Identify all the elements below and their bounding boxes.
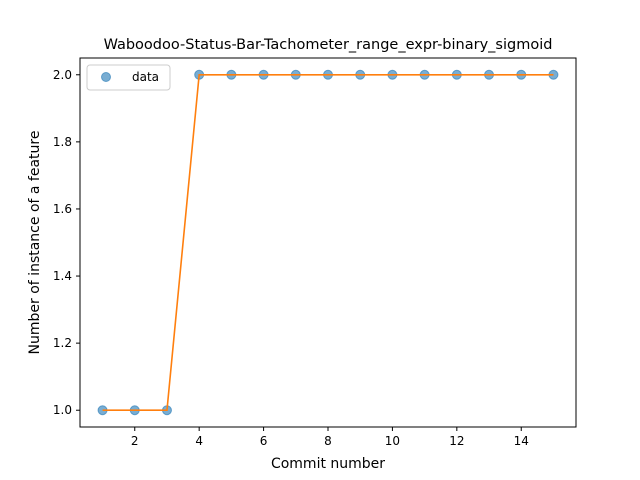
x-tick-label: 4 — [195, 434, 203, 448]
legend-label-data: data — [132, 70, 159, 84]
y-tick-label: 2.0 — [53, 68, 72, 82]
y-tick-label: 1.8 — [53, 135, 72, 149]
plot-area — [97, 69, 559, 416]
x-tick-label: 8 — [324, 434, 332, 448]
y-tick-label: 1.2 — [53, 336, 72, 350]
y-tick-label: 1.6 — [53, 202, 72, 216]
chart-title: Waboodoo-Status-Bar-Tachometer_range_exp… — [104, 37, 553, 53]
legend: data — [86, 64, 171, 91]
x-tick-label: 6 — [260, 434, 268, 448]
x-tick-label: 2 — [131, 434, 139, 448]
y-axis-label: Number of instance of a feature — [27, 131, 43, 355]
x-axis-label: Commit number — [271, 456, 385, 472]
legend-marker-data — [101, 72, 111, 82]
legend-box — [86, 64, 171, 91]
x-tick-label: 10 — [385, 434, 400, 448]
fit-line — [102, 73, 554, 412]
x-tick-label: 14 — [514, 434, 529, 448]
y-tick-label: 1.4 — [53, 269, 72, 283]
x-tick-label: 12 — [449, 434, 464, 448]
y-tick-label: 1.0 — [53, 403, 72, 417]
